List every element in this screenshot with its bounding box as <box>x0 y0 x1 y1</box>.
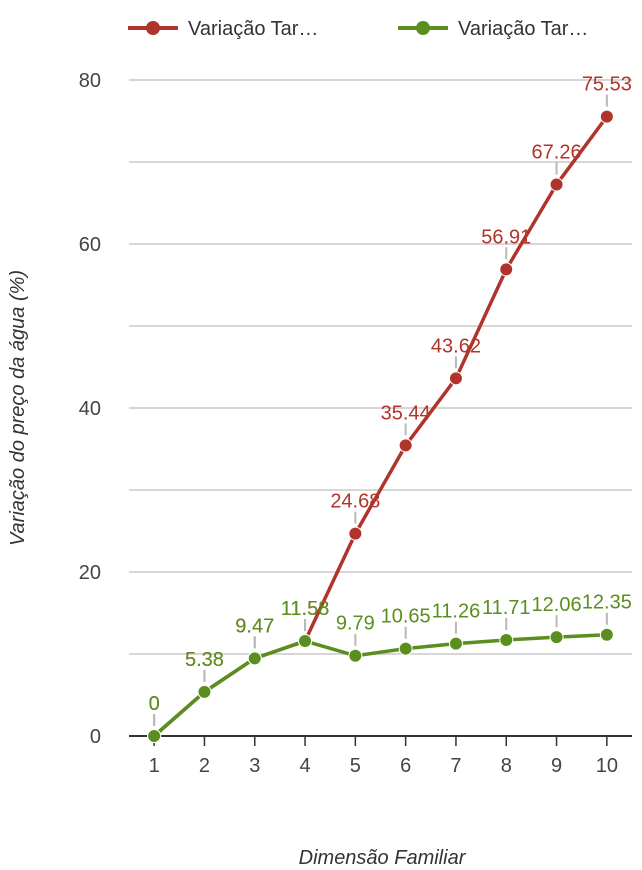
series-line <box>152 632 607 738</box>
legend-swatch-marker <box>146 21 160 35</box>
data-point <box>448 636 463 651</box>
data-label: 56.91 <box>481 226 531 248</box>
y-axis-title: Variação do preço da água (%) <box>7 270 29 546</box>
x-tick-label: 9 <box>551 755 562 777</box>
data-point <box>448 371 463 386</box>
data-label: 9.47 <box>235 615 274 637</box>
data-point <box>298 634 313 649</box>
data-point <box>398 438 413 453</box>
data-point <box>398 641 413 656</box>
x-tick-label: 4 <box>299 755 310 777</box>
data-point <box>549 177 564 192</box>
series-line <box>152 115 609 738</box>
data-point <box>599 627 614 642</box>
x-tick-label: 10 <box>596 755 618 777</box>
y-tick-label: 40 <box>79 398 101 420</box>
data-label: 67.26 <box>532 141 582 163</box>
y-tick-label: 0 <box>90 726 101 748</box>
data-point <box>348 526 363 541</box>
data-point <box>147 729 162 743</box>
data-label: 11.58 <box>281 598 330 620</box>
data-point <box>599 109 614 124</box>
data-point <box>549 630 564 645</box>
data-point <box>348 648 363 663</box>
data-label: 43.62 <box>431 335 481 357</box>
data-label: 11.26 <box>432 601 481 623</box>
x-tick-label: 6 <box>400 755 411 777</box>
legend-swatch-marker <box>416 21 430 35</box>
data-label: 5.38 <box>185 649 224 671</box>
y-axis-ticks: 0 20 40 60 80 <box>79 70 101 748</box>
x-axis-ticks: 1 2 3 4 5 6 7 8 9 10 <box>149 736 618 777</box>
data-point <box>247 651 262 666</box>
x-tick-label: 8 <box>501 755 512 777</box>
legend-label: Variação Tar… <box>458 18 588 40</box>
data-label: 35.44 <box>381 402 431 424</box>
x-tick-label: 2 <box>199 755 210 777</box>
series-group <box>147 109 614 743</box>
data-label: 75.53 <box>582 74 632 96</box>
data-labels: 0 5.38 9.47 11.58 24.68 35.44 43.62 56.91 67.26 7… <box>149 74 632 726</box>
data-point <box>499 262 514 277</box>
data-label: 11.71 <box>482 597 531 619</box>
x-tick-label: 3 <box>249 755 260 777</box>
legend: Variação Tar… Variação Tar… <box>128 18 588 40</box>
data-label: 5.38 <box>185 649 224 671</box>
x-tick-label: 5 <box>350 755 361 777</box>
x-tick-label: 7 <box>450 755 461 777</box>
y-tick-label: 80 <box>79 70 101 92</box>
data-label: 11.58 <box>281 598 330 620</box>
data-label: 12.35 <box>582 592 632 614</box>
y-tick-label: 20 <box>79 562 101 584</box>
data-label: 10.65 <box>381 606 431 628</box>
data-label: 0 <box>149 693 160 715</box>
data-point <box>197 684 212 699</box>
data-label: 9.47 <box>235 615 274 637</box>
data-label: 24.68 <box>330 491 380 513</box>
x-tick-label: 1 <box>149 755 160 777</box>
data-point <box>499 632 514 647</box>
data-label: 12.06 <box>532 594 582 616</box>
data-label: 9.79 <box>336 613 375 635</box>
legend-label: Variação Tar… <box>188 18 318 40</box>
x-axis-title: Dimensão Familiar <box>299 847 467 869</box>
y-tick-label: 60 <box>79 234 101 256</box>
data-label: 0 <box>149 693 160 715</box>
